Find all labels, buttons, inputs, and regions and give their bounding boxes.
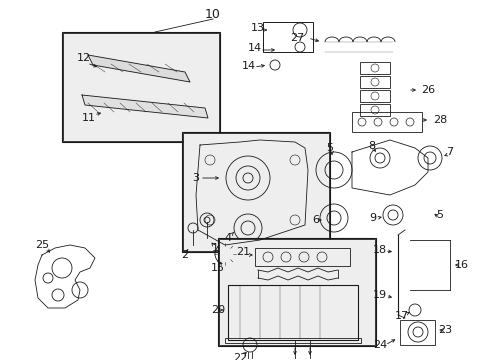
Bar (183, 133, 328, 251)
Bar (224, 338, 360, 343)
Text: 12: 12 (77, 53, 91, 63)
Text: 22: 22 (232, 353, 246, 360)
Text: 15: 15 (210, 263, 224, 273)
Text: 23: 23 (437, 325, 451, 335)
Bar (399, 320, 434, 345)
Text: 3: 3 (192, 173, 199, 183)
Bar (218, 238, 375, 346)
Text: 17: 17 (394, 311, 408, 321)
Polygon shape (82, 95, 207, 118)
Text: 14: 14 (247, 43, 262, 53)
Bar (182, 132, 329, 252)
Bar (359, 104, 389, 116)
Text: 26: 26 (420, 85, 434, 95)
Text: 20: 20 (210, 305, 224, 315)
Text: 7: 7 (446, 147, 453, 157)
Text: 25: 25 (35, 240, 49, 250)
Bar (227, 285, 357, 340)
Text: 21: 21 (235, 247, 249, 257)
Text: 4: 4 (224, 233, 231, 243)
Bar (263, 22, 312, 52)
Text: 18: 18 (372, 245, 386, 255)
Bar (63, 33, 219, 141)
Bar (254, 248, 349, 266)
Text: 14: 14 (242, 61, 256, 71)
Bar (359, 62, 389, 74)
Text: 5: 5 (436, 210, 443, 220)
Text: 2: 2 (181, 250, 188, 260)
Text: 28: 28 (432, 115, 446, 125)
Text: 10: 10 (204, 9, 221, 22)
Text: 19: 19 (372, 290, 386, 300)
Text: 11: 11 (82, 113, 96, 123)
Bar (62, 32, 220, 142)
Text: 9: 9 (368, 213, 376, 223)
Text: 27: 27 (289, 33, 304, 43)
Bar (359, 90, 389, 102)
Text: 8: 8 (367, 141, 375, 151)
Bar (219, 239, 374, 345)
Text: 5: 5 (326, 143, 333, 153)
Text: 1: 1 (211, 243, 218, 253)
Text: 16: 16 (454, 260, 468, 270)
Text: 24: 24 (372, 340, 386, 350)
Text: 13: 13 (250, 23, 264, 33)
Polygon shape (88, 55, 190, 82)
Bar (351, 112, 421, 132)
Text: 6: 6 (312, 215, 319, 225)
Bar (359, 76, 389, 88)
